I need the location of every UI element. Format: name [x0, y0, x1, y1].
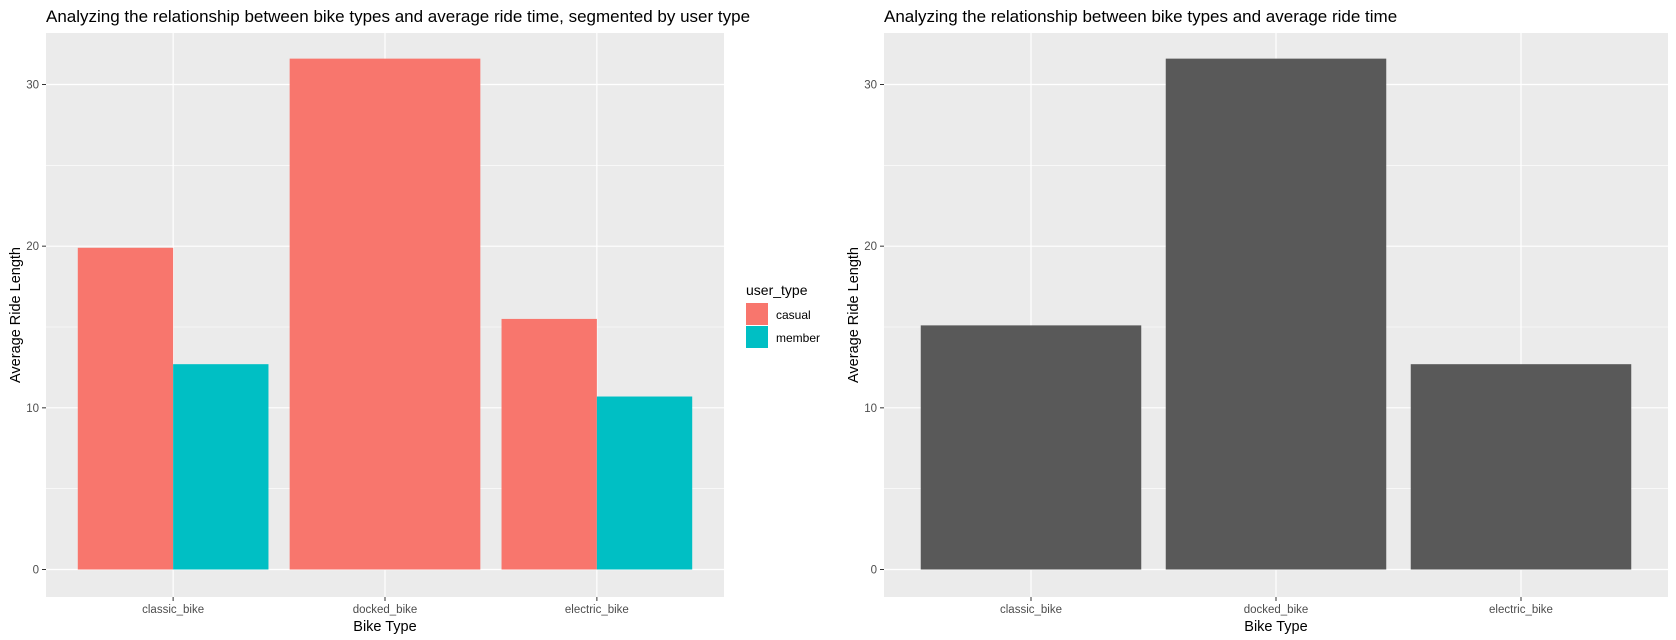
x-axis-label-left: Bike Type	[353, 619, 416, 635]
x-tick-label: classic_bike	[142, 604, 204, 616]
x-tick-label: docked_bike	[353, 604, 418, 616]
bars-right	[920, 58, 1632, 570]
legend: user_type casual member	[746, 282, 820, 348]
legend-swatch-member	[746, 326, 768, 348]
bar-classic_bike-member	[173, 364, 269, 570]
y-axis-label-right: Average Ride Length	[846, 247, 862, 383]
bar-electric_bike-casual	[501, 318, 597, 570]
bar-docked_bike	[1165, 58, 1387, 570]
y-axis-left: 0 10 20 30	[26, 80, 46, 577]
bar-classic_bike	[920, 325, 1142, 570]
x-axis-label-right: Bike Type	[1244, 619, 1307, 635]
y-tick-label: 10	[864, 403, 877, 415]
y-tick-label: 30	[864, 80, 877, 92]
y-tick-label: 10	[26, 403, 39, 415]
plot-area-right	[884, 33, 1668, 597]
y-tick-label: 0	[871, 565, 877, 577]
y-tick-label: 30	[26, 80, 39, 92]
x-tick-label: electric_bike	[1489, 604, 1553, 616]
bar-electric_bike-member	[596, 396, 693, 570]
chart-left: Analyzing the relationship between bike …	[8, 7, 820, 635]
y-tick-label: 20	[26, 241, 39, 253]
bar-docked_bike-casual	[289, 58, 481, 570]
bars-left	[77, 58, 693, 570]
x-axis-left: classic_bike docked_bike electric_bike	[142, 597, 629, 616]
y-axis-right: 0 10 20 30	[864, 80, 884, 577]
x-tick-label: classic_bike	[1000, 604, 1062, 616]
legend-title: user_type	[746, 282, 808, 298]
legend-swatch-casual	[746, 303, 768, 325]
plot-area-left	[46, 33, 724, 597]
chart-title-left: Analyzing the relationship between bike …	[46, 7, 750, 26]
y-axis-label-left: Average Ride Length	[8, 247, 24, 383]
legend-label-member: member	[776, 331, 820, 345]
bar-classic_bike-casual	[77, 247, 174, 570]
bar-electric_bike	[1410, 364, 1632, 570]
chart-title-right: Analyzing the relationship between bike …	[884, 7, 1397, 26]
x-tick-label: electric_bike	[565, 604, 629, 616]
legend-label-casual: casual	[776, 308, 811, 322]
y-tick-label: 20	[864, 241, 877, 253]
x-axis-right: classic_bike docked_bike electric_bike	[1000, 597, 1553, 616]
chart-right: Analyzing the relationship between bike …	[846, 7, 1668, 635]
y-tick-label: 0	[33, 565, 39, 577]
x-tick-label: docked_bike	[1244, 604, 1309, 616]
